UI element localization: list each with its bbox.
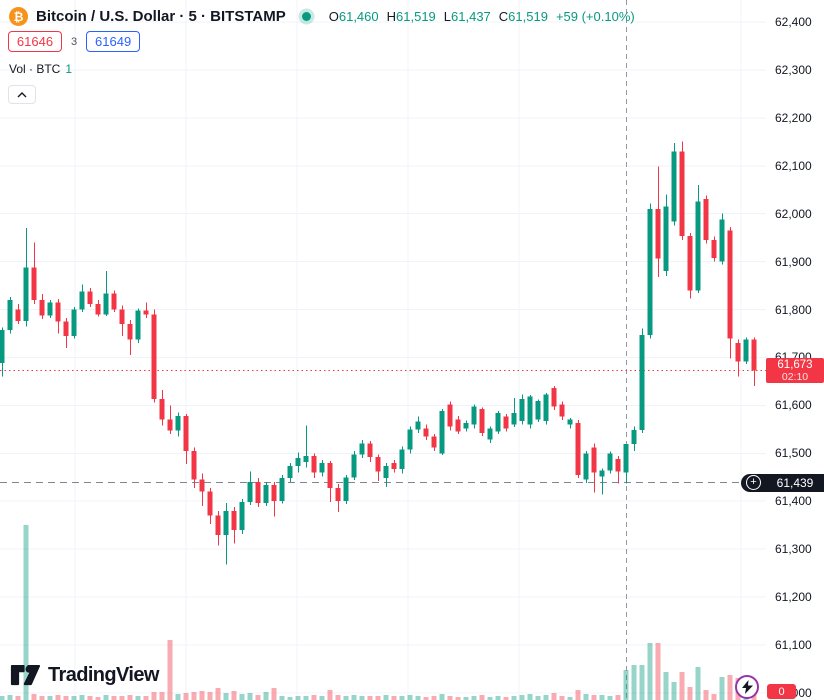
change-value: +59 (+0.10%) [555, 9, 635, 24]
price-tick-label: 61,100 [775, 638, 812, 652]
volume-value: 1 [65, 62, 73, 76]
price-tick-label: 61,500 [775, 446, 812, 461]
price-tick-label: 62,000 [775, 206, 812, 221]
tradingview-logo[interactable]: TradingView [10, 664, 159, 687]
price-tick-label: 61,400 [775, 494, 812, 509]
instant-trading-button[interactable] [735, 675, 759, 699]
spread-value: 3 [71, 35, 78, 48]
open-label: O [328, 9, 339, 24]
high-value: 61,519 [396, 9, 436, 24]
trade-buttons: 61646 3 61649 [8, 31, 141, 52]
close-label: C [498, 9, 509, 24]
price-tick-label: 61,800 [775, 302, 812, 317]
last-price-badge: 61,673 02:10 [766, 358, 824, 384]
low-value: 61,437 [451, 9, 491, 24]
price-axis[interactable]: 61,673 02:10 + 61,439 0 62,400 62,300 62,2… [741, 0, 824, 700]
bitcoin-icon: ₿ [9, 7, 28, 26]
symbol-title[interactable]: Bitcoin / U.S. Dollar · 5 · BITSTAMP [36, 8, 286, 25]
price-tick-label: 61,600 [775, 398, 812, 413]
price-tick-label: 62,200 [775, 110, 812, 125]
last-price-value: 61,673 [777, 359, 813, 372]
volume-axis-badge: 0 [767, 684, 796, 699]
symbol-header: ₿ Bitcoin / U.S. Dollar · 5 · BITSTAMP O… [9, 7, 635, 26]
volume-legend: Vol · BTC 1 [9, 62, 72, 76]
market-status-dot[interactable] [301, 12, 311, 21]
crosshair-price-value: 61,439 [776, 475, 814, 490]
collapse-legend-button[interactable] [8, 85, 36, 104]
price-tick-label: 61,200 [775, 590, 812, 605]
tradingview-logo-text: TradingView [48, 664, 159, 686]
high-label: H [386, 9, 397, 24]
plus-icon: + [746, 475, 761, 491]
bar-countdown: 02:10 [781, 371, 809, 384]
add-alert-button[interactable]: + [741, 473, 766, 492]
ohlc-legend: O61,460 H61,519 L61,437 C61,519 +59 (+0.… [329, 9, 635, 24]
sell-button[interactable]: 61646 [8, 31, 62, 52]
chevron-up-icon [17, 91, 27, 97]
price-tick-label: 62,300 [775, 62, 812, 77]
low-label: L [443, 9, 452, 24]
tradingview-logo-icon [10, 665, 41, 686]
buy-button[interactable]: 61649 [86, 31, 141, 52]
open-value: 61,460 [338, 9, 379, 24]
price-tick-label: 61,300 [775, 542, 812, 557]
lightning-bolt-icon [741, 680, 753, 694]
crosshair-price-badge: + 61,439 [741, 473, 824, 492]
price-tick-label: 62,400 [775, 15, 812, 29]
volume-label: Vol · BTC [9, 62, 61, 76]
price-tick-label: 62,100 [775, 158, 812, 173]
price-tick-label: 61,900 [775, 254, 812, 269]
close-value: 61,519 [508, 9, 548, 24]
